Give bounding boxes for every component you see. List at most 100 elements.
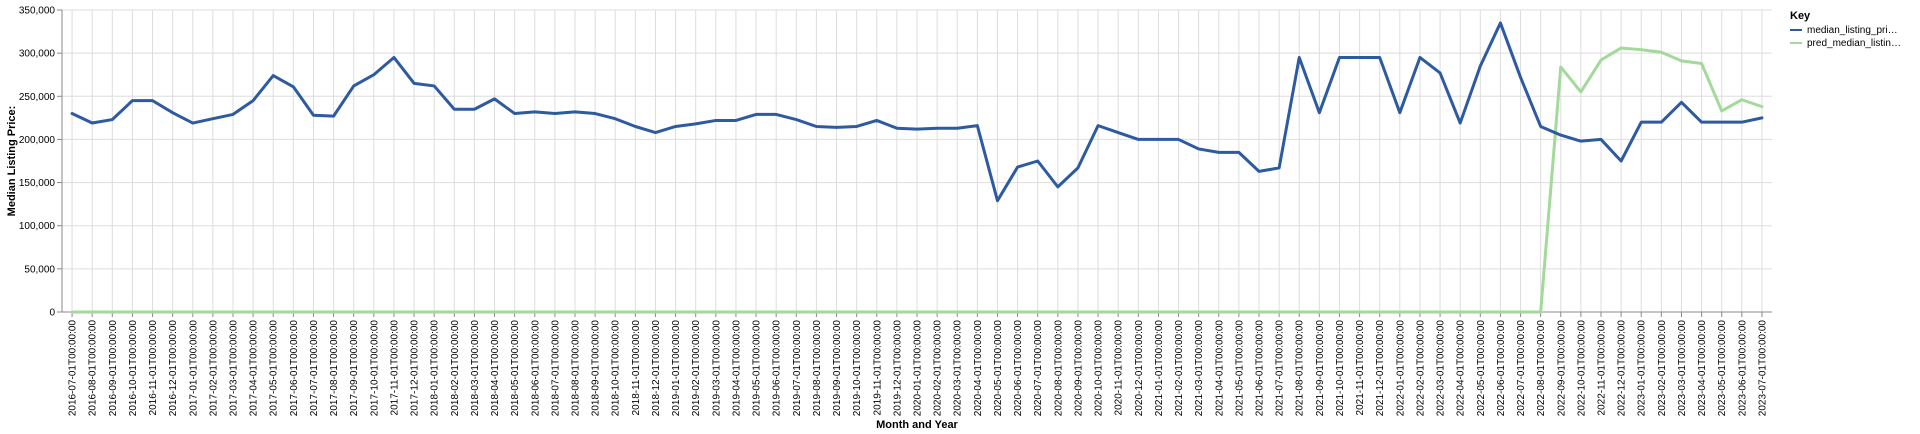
x-tick-label: 2021-02-01T00:00:00: [1174, 320, 1185, 417]
x-tick-label: 2021-05-01T00:00:00: [1234, 320, 1245, 417]
x-tick-label: 2020-10-01T00:00:00: [1094, 320, 1105, 417]
x-tick-label: 2021-12-01T00:00:00: [1375, 320, 1386, 417]
x-tick-label: 2018-12-01T00:00:00: [651, 320, 662, 417]
x-tick-label: 2021-04-01T00:00:00: [1214, 320, 1225, 417]
x-tick-label: 2019-02-01T00:00:00: [691, 320, 702, 417]
x-tick-label: 2022-02-01T00:00:00: [1415, 320, 1426, 417]
x-tick-label: 2022-11-01T00:00:00: [1597, 320, 1608, 416]
x-tick-label: 2023-07-01T00:00:00: [1757, 320, 1768, 417]
y-tick-label: 350,000: [19, 6, 56, 17]
x-tick-label: 2016-12-01T00:00:00: [168, 320, 179, 417]
x-tick-label: 2019-09-01T00:00:00: [832, 320, 843, 417]
x-tick-label: 2022-05-01T00:00:00: [1476, 320, 1487, 417]
gridlines: [62, 9, 1772, 313]
x-tick-label: 2017-09-01T00:00:00: [349, 320, 360, 417]
x-tick-label: 2021-11-01T00:00:00: [1355, 320, 1366, 416]
x-tick-label: 2023-06-01T00:00:00: [1737, 320, 1748, 417]
x-tick-label: 2020-01-01T00:00:00: [913, 320, 924, 417]
x-tick-label: 2020-04-01T00:00:00: [973, 320, 984, 417]
x-tick-label: 2019-05-01T00:00:00: [752, 320, 763, 417]
axes: 0 50,000 100,000 150,000 200,000 250,000 300,0…: [19, 6, 1772, 417]
x-tick-label: 2018-05-01T00:00:00: [510, 320, 521, 417]
x-tick-label: 2016-08-01T00:00:00: [88, 320, 99, 417]
x-tick-label: 2019-03-01T00:00:00: [711, 320, 722, 417]
series-line-1: [70, 46, 1764, 314]
y-tick-label: 200,000: [19, 135, 56, 146]
x-tick-label: 2023-02-01T00:00:00: [1657, 320, 1668, 417]
x-tick-label: 2017-01-01T00:00:00: [188, 320, 199, 417]
legend-label-1: pred_median_listin…: [1807, 38, 1901, 49]
x-tick-label: 2018-06-01T00:00:00: [530, 320, 541, 417]
y-tick-label: 150,000: [19, 178, 56, 189]
x-tick-label: 2017-06-01T00:00:00: [289, 320, 300, 417]
x-tick-label: 2017-11-01T00:00:00: [389, 320, 400, 416]
y-axis-title: Median Listing Price:: [6, 106, 18, 217]
x-tick-label: 2023-01-01T00:00:00: [1637, 320, 1648, 417]
x-tick-label: 2020-02-01T00:00:00: [933, 320, 944, 417]
y-tick-label: 250,000: [19, 92, 56, 103]
x-tick-label: 2021-03-01T00:00:00: [1194, 320, 1205, 417]
x-tick-label: 2019-01-01T00:00:00: [671, 320, 682, 417]
x-tick-label: 2022-10-01T00:00:00: [1576, 320, 1587, 417]
x-tick-label: 2018-08-01T00:00:00: [571, 320, 582, 417]
x-tick-label: 2018-10-01T00:00:00: [611, 320, 622, 417]
x-tick-label: 2022-04-01T00:00:00: [1456, 320, 1467, 417]
x-tick-label: 2023-05-01T00:00:00: [1717, 320, 1728, 417]
x-tick-label: 2021-09-01T00:00:00: [1315, 320, 1326, 417]
x-tick-label: 2017-07-01T00:00:00: [309, 320, 320, 417]
x-tick-label: 2018-03-01T00:00:00: [470, 320, 481, 417]
series-line-0: [70, 21, 1764, 203]
x-tick-label: 2016-11-01T00:00:00: [148, 320, 159, 416]
x-tick-label: 2020-07-01T00:00:00: [1033, 320, 1044, 417]
legend-title: Key: [1790, 10, 1811, 22]
x-tick-label: 2020-08-01T00:00:00: [1053, 320, 1064, 417]
x-tick-label: 2019-07-01T00:00:00: [792, 320, 803, 417]
y-tick-label: 50,000: [24, 264, 55, 275]
x-tick-label: 2023-04-01T00:00:00: [1697, 320, 1708, 417]
x-tick-label: 2016-10-01T00:00:00: [128, 320, 139, 417]
x-tick-label: 2018-09-01T00:00:00: [591, 320, 602, 417]
series-lines: [70, 21, 1764, 314]
x-axis-title: Month and Year: [876, 419, 958, 431]
x-tick-label: 2022-01-01T00:00:00: [1395, 320, 1406, 417]
x-tick-label: 2020-09-01T00:00:00: [1073, 320, 1084, 417]
x-tick-label: 2022-08-01T00:00:00: [1536, 320, 1547, 417]
x-tick-label: 2021-10-01T00:00:00: [1335, 320, 1346, 417]
x-tick-label: 2021-06-01T00:00:00: [1255, 320, 1266, 417]
x-tick-label: 2019-06-01T00:00:00: [772, 320, 783, 417]
legend: Key median_listing_pri… pred_median_listi…: [1790, 10, 1901, 49]
x-tick-label: 2022-09-01T00:00:00: [1556, 320, 1567, 417]
x-tick-label: 2021-07-01T00:00:00: [1275, 320, 1286, 417]
x-tick-label: 2020-05-01T00:00:00: [993, 320, 1004, 417]
x-tick-label: 2019-11-01T00:00:00: [872, 320, 883, 416]
x-tick-label: 2020-12-01T00:00:00: [1134, 320, 1145, 417]
legend-label-0: median_listing_pri…: [1807, 25, 1898, 36]
x-tick-label: 2016-09-01T00:00:00: [108, 320, 119, 417]
x-tick-label: 2017-10-01T00:00:00: [369, 320, 380, 417]
x-tick-label: 2017-02-01T00:00:00: [208, 320, 219, 417]
x-tick-label: 2022-07-01T00:00:00: [1516, 320, 1527, 417]
x-tick-label: 2018-02-01T00:00:00: [450, 320, 461, 417]
y-tick-label: 100,000: [19, 221, 56, 232]
x-tick-label: 2022-06-01T00:00:00: [1496, 320, 1507, 417]
y-tick-label: 0: [49, 308, 55, 319]
x-tick-label: 2016-07-01T00:00:00: [68, 320, 79, 417]
x-tick-label: 2017-05-01T00:00:00: [269, 320, 280, 417]
x-tick-label: 2020-03-01T00:00:00: [953, 320, 964, 417]
x-tick-label: 2017-03-01T00:00:00: [229, 320, 240, 417]
x-tick-label: 2021-01-01T00:00:00: [1154, 320, 1165, 417]
x-tick-label: 2023-03-01T00:00:00: [1677, 320, 1688, 417]
x-tick-label: 2020-11-01T00:00:00: [1114, 320, 1125, 416]
x-tick-label: 2022-03-01T00:00:00: [1436, 320, 1447, 417]
y-tick-label: 300,000: [19, 49, 56, 60]
x-tick-label: 2019-12-01T00:00:00: [892, 320, 903, 417]
x-tick-label: 2020-06-01T00:00:00: [1013, 320, 1024, 417]
x-tick-label: 2018-11-01T00:00:00: [631, 320, 642, 416]
x-tick-label: 2017-12-01T00:00:00: [410, 320, 421, 417]
x-tick-label: 2019-10-01T00:00:00: [852, 320, 863, 417]
x-tick-label: 2018-07-01T00:00:00: [550, 320, 561, 417]
x-tick-label: 2019-04-01T00:00:00: [731, 320, 742, 417]
x-tick-label: 2018-01-01T00:00:00: [430, 320, 441, 417]
x-tick-label: 2022-12-01T00:00:00: [1617, 320, 1628, 417]
